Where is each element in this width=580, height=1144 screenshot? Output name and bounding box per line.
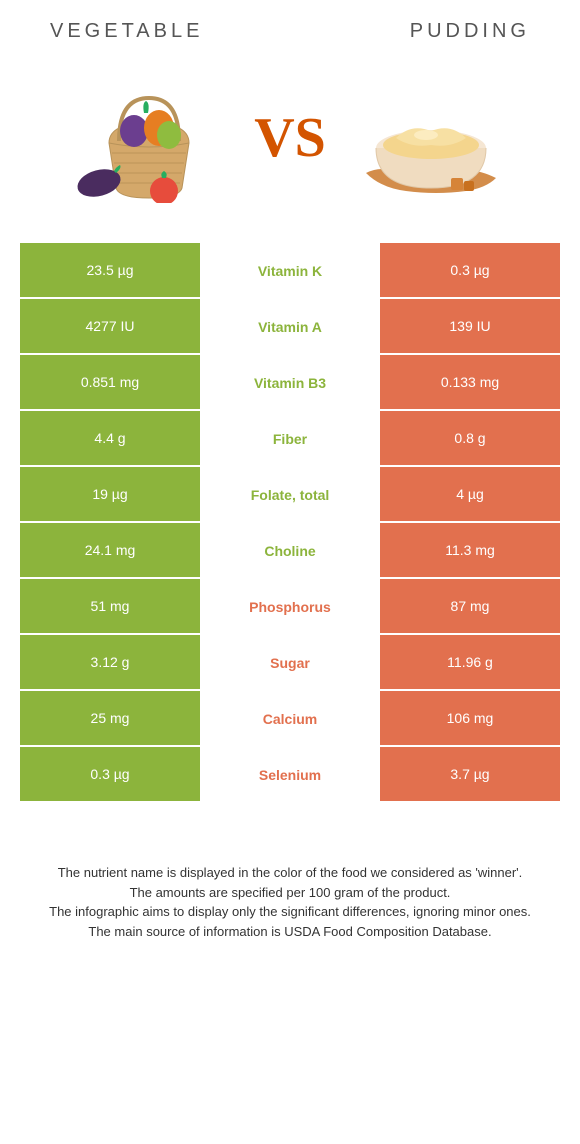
- nutrient-name-cell: Sugar: [200, 635, 380, 691]
- left-value-cell: 19 µg: [20, 467, 200, 523]
- header-row: VEGETABLE PUDDING: [20, 20, 560, 43]
- table-row: 3.12 gSugar11.96 g: [20, 635, 560, 691]
- footer-line-4: The main source of information is USDA F…: [40, 922, 540, 942]
- nutrient-name-cell: Vitamin K: [200, 243, 380, 299]
- right-value-cell: 4 µg: [380, 467, 560, 523]
- right-value-cell: 0.3 µg: [380, 243, 560, 299]
- nutrient-name-cell: Folate, total: [200, 467, 380, 523]
- vs-label: VS: [254, 106, 326, 170]
- nutrient-name-cell: Phosphorus: [200, 579, 380, 635]
- table-row: 23.5 µgVitamin K0.3 µg: [20, 243, 560, 299]
- footer-notes: The nutrient name is displayed in the co…: [20, 863, 560, 941]
- right-value-cell: 11.3 mg: [380, 523, 560, 579]
- nutrient-name-cell: Choline: [200, 523, 380, 579]
- left-value-cell: 51 mg: [20, 579, 200, 635]
- table-row: 0.851 mgVitamin B30.133 mg: [20, 355, 560, 411]
- left-value-cell: 23.5 µg: [20, 243, 200, 299]
- right-food-title: PUDDING: [410, 20, 530, 43]
- nutrient-name-cell: Calcium: [200, 691, 380, 747]
- nutrient-name-cell: Selenium: [200, 747, 380, 803]
- left-value-cell: 3.12 g: [20, 635, 200, 691]
- footer-line-1: The nutrient name is displayed in the co…: [40, 863, 540, 883]
- table-row: 0.3 µgSelenium3.7 µg: [20, 747, 560, 803]
- right-value-cell: 139 IU: [380, 299, 560, 355]
- right-value-cell: 11.96 g: [380, 635, 560, 691]
- left-value-cell: 4.4 g: [20, 411, 200, 467]
- table-row: 4277 IUVitamin A139 IU: [20, 299, 560, 355]
- table-row: 24.1 mgCholine11.3 mg: [20, 523, 560, 579]
- table-row: 25 mgCalcium106 mg: [20, 691, 560, 747]
- left-food-title: VEGETABLE: [50, 20, 203, 43]
- left-value-cell: 25 mg: [20, 691, 200, 747]
- table-row: 51 mgPhosphorus87 mg: [20, 579, 560, 635]
- left-value-cell: 0.3 µg: [20, 747, 200, 803]
- right-value-cell: 0.8 g: [380, 411, 560, 467]
- right-value-cell: 87 mg: [380, 579, 560, 635]
- footer-line-3: The infographic aims to display only the…: [40, 902, 540, 922]
- footer-line-2: The amounts are specified per 100 gram o…: [40, 883, 540, 903]
- left-value-cell: 0.851 mg: [20, 355, 200, 411]
- nutrient-table: 23.5 µgVitamin K0.3 µg4277 IUVitamin A13…: [20, 243, 560, 803]
- left-value-cell: 4277 IU: [20, 299, 200, 355]
- nutrient-name-cell: Vitamin B3: [200, 355, 380, 411]
- nutrient-name-cell: Vitamin A: [200, 299, 380, 355]
- right-value-cell: 0.133 mg: [380, 355, 560, 411]
- pudding-image: [356, 73, 506, 203]
- right-value-cell: 3.7 µg: [380, 747, 560, 803]
- table-row: 4.4 gFiber0.8 g: [20, 411, 560, 467]
- vegetable-image: [74, 73, 224, 203]
- table-row: 19 µgFolate, total4 µg: [20, 467, 560, 523]
- nutrient-name-cell: Fiber: [200, 411, 380, 467]
- vs-row: VS: [20, 73, 560, 203]
- left-value-cell: 24.1 mg: [20, 523, 200, 579]
- right-value-cell: 106 mg: [380, 691, 560, 747]
